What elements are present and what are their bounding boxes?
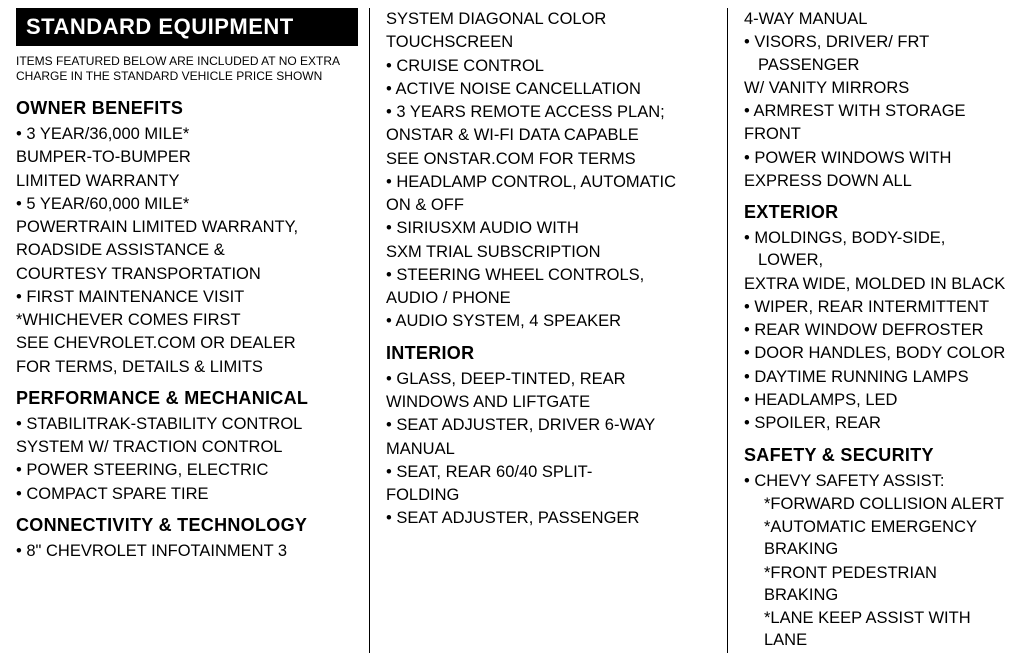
list-item: ONSTAR & WI-FI DATA CAPABLE — [386, 124, 716, 146]
list-item: POWER STEERING, ELECTRIC — [16, 459, 358, 481]
list-item: STABILITRAK-STABILITY CONTROL — [16, 413, 358, 435]
list-item: 8" CHEVROLET INFOTAINMENT 3 — [16, 540, 358, 562]
list-item: ON & OFF — [386, 194, 716, 216]
section-title: SAFETY & SECURITY — [744, 445, 1012, 466]
list-item: SPOILER, REAR — [744, 412, 1012, 434]
list-item: FOLDING — [386, 484, 716, 506]
list-item: POWERTRAIN LIMITED WARRANTY, — [16, 216, 358, 238]
list-item: *FORWARD COLLISION ALERT — [744, 493, 1012, 515]
list-item: ARMREST WITH STORAGE — [744, 100, 1012, 122]
section-title: OWNER BENEFITS — [16, 98, 358, 119]
list-item: *LANE KEEP ASSIST WITH LANE — [744, 607, 1012, 652]
list-item: ROADSIDE ASSISTANCE & — [16, 239, 358, 261]
list-item: *WHICHEVER COMES FIRST — [16, 309, 358, 331]
item-list: 4-WAY MANUALVISORS, DRIVER/ FRT PASSENGE… — [744, 8, 1012, 192]
item-list: 3 YEAR/36,000 MILE*BUMPER-TO-BUMPERLIMIT… — [16, 123, 358, 378]
list-item: SEAT ADJUSTER, PASSENGER — [386, 507, 716, 529]
list-item: EXPRESS DOWN ALL — [744, 170, 1012, 192]
list-item: WIPER, REAR INTERMITTENT — [744, 296, 1012, 318]
list-item: AUDIO SYSTEM, 4 SPEAKER — [386, 310, 716, 332]
list-item: CHEVY SAFETY ASSIST: — [744, 470, 1012, 492]
list-item: SEAT ADJUSTER, DRIVER 6-WAY — [386, 414, 716, 436]
list-item: CRUISE CONTROL — [386, 55, 716, 77]
list-item: WINDOWS AND LIFTGATE — [386, 391, 716, 413]
list-item: REAR WINDOW DEFROSTER — [744, 319, 1012, 341]
list-item: FRONT — [744, 123, 1012, 145]
list-item: AUDIO / PHONE — [386, 287, 716, 309]
list-item: STEERING WHEEL CONTROLS, — [386, 264, 716, 286]
list-item: POWER WINDOWS WITH — [744, 147, 1012, 169]
list-item: HEADLAMPS, LED — [744, 389, 1012, 411]
item-list: GLASS, DEEP-TINTED, REARWINDOWS AND LIFT… — [386, 368, 716, 530]
list-item: *AUTOMATIC EMERGENCY BRAKING — [744, 516, 1012, 561]
list-item: EXTRA WIDE, MOLDED IN BLACK — [744, 273, 1012, 295]
list-item: SEE CHEVROLET.COM OR DEALER — [16, 332, 358, 354]
column-1-sections: OWNER BENEFITS 3 YEAR/36,000 MILE*BUMPER-… — [16, 98, 358, 562]
section-title: EXTERIOR — [744, 202, 1012, 223]
list-item: SXM TRIAL SUBSCRIPTION — [386, 241, 716, 263]
list-item: FOR TERMS, DETAILS & LIMITS — [16, 356, 358, 378]
list-item: COMPACT SPARE TIRE — [16, 483, 358, 505]
header-subnote: ITEMS FEATURED BELOW ARE INCLUDED AT NO … — [16, 54, 358, 84]
section-title: PERFORMANCE & MECHANICAL — [16, 388, 358, 409]
column-3-sections: 4-WAY MANUALVISORS, DRIVER/ FRT PASSENGE… — [744, 8, 1012, 652]
list-item: 3 YEARS REMOTE ACCESS PLAN; — [386, 101, 716, 123]
list-item: 4-WAY MANUAL — [744, 8, 1012, 30]
item-list: STABILITRAK-STABILITY CONTROLSYSTEM W/ T… — [16, 413, 358, 505]
list-item: DOOR HANDLES, BODY COLOR — [744, 342, 1012, 364]
item-list: CHEVY SAFETY ASSIST:*FORWARD COLLISION A… — [744, 470, 1012, 652]
list-item: SIRIUSXM AUDIO WITH — [386, 217, 716, 239]
list-item: TOUCHSCREEN — [386, 31, 716, 53]
list-item: GLASS, DEEP-TINTED, REAR — [386, 368, 716, 390]
header-title: STANDARD EQUIPMENT — [16, 8, 358, 46]
list-item: MANUAL — [386, 438, 716, 460]
item-list: 8" CHEVROLET INFOTAINMENT 3 — [16, 540, 358, 562]
column-3: 4-WAY MANUALVISORS, DRIVER/ FRT PASSENGE… — [728, 0, 1024, 661]
list-item: FIRST MAINTENANCE VISIT — [16, 286, 358, 308]
list-item: LIMITED WARRANTY — [16, 170, 358, 192]
section-title: INTERIOR — [386, 343, 716, 364]
list-item: COURTESY TRANSPORTATION — [16, 263, 358, 285]
list-item: 5 YEAR/60,000 MILE* — [16, 193, 358, 215]
list-item: SEAT, REAR 60/40 SPLIT- — [386, 461, 716, 483]
list-item: ACTIVE NOISE CANCELLATION — [386, 78, 716, 100]
list-item: HEADLAMP CONTROL, AUTOMATIC — [386, 171, 716, 193]
list-item: BUMPER-TO-BUMPER — [16, 146, 358, 168]
list-item: SYSTEM DIAGONAL COLOR — [386, 8, 716, 30]
section-title: CONNECTIVITY & TECHNOLOGY — [16, 515, 358, 536]
column-1: STANDARD EQUIPMENT ITEMS FEATURED BELOW … — [0, 0, 370, 661]
list-item: SEE ONSTAR.COM FOR TERMS — [386, 148, 716, 170]
item-list: SYSTEM DIAGONAL COLORTOUCHSCREENCRUISE C… — [386, 8, 716, 333]
list-item: SYSTEM W/ TRACTION CONTROL — [16, 436, 358, 458]
list-item: VISORS, DRIVER/ FRT PASSENGER — [744, 31, 1012, 76]
list-item: MOLDINGS, BODY-SIDE, LOWER, — [744, 227, 1012, 272]
column-2-sections: SYSTEM DIAGONAL COLORTOUCHSCREENCRUISE C… — [386, 8, 716, 530]
list-item: W/ VANITY MIRRORS — [744, 77, 1012, 99]
equipment-page: STANDARD EQUIPMENT ITEMS FEATURED BELOW … — [0, 0, 1024, 661]
list-item: DAYTIME RUNNING LAMPS — [744, 366, 1012, 388]
column-2: SYSTEM DIAGONAL COLORTOUCHSCREENCRUISE C… — [370, 0, 728, 661]
item-list: MOLDINGS, BODY-SIDE, LOWER,EXTRA WIDE, M… — [744, 227, 1012, 434]
list-item: 3 YEAR/36,000 MILE* — [16, 123, 358, 145]
list-item: *FRONT PEDESTRIAN BRAKING — [744, 562, 1012, 607]
